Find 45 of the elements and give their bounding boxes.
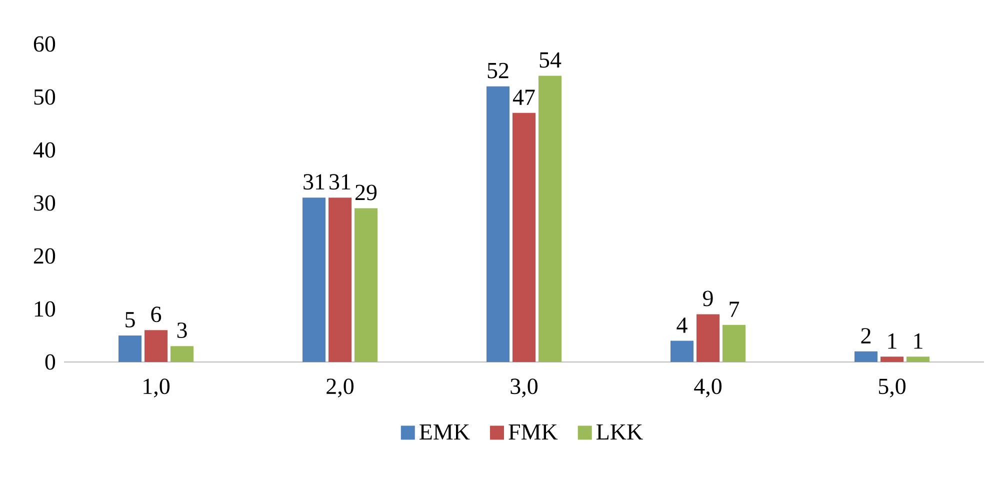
- bar: [670, 340, 694, 362]
- data-label: 31: [330, 174, 350, 190]
- bar: [854, 351, 878, 362]
- bar: [302, 198, 326, 362]
- bar: [118, 335, 142, 362]
- data-label: 47: [512, 90, 535, 105]
- x-tick-label: 4,0: [694, 378, 722, 398]
- legend-label: EMK: [420, 424, 470, 440]
- bar: [170, 346, 194, 362]
- y-tick-label: 0: [45, 354, 56, 370]
- bar: [722, 324, 746, 362]
- data-label: 6: [151, 306, 162, 322]
- data-label: 1: [888, 333, 896, 349]
- y-tick-label: 10: [34, 301, 56, 317]
- data-label: 29: [356, 184, 377, 200]
- data-label: 4: [676, 318, 688, 333]
- x-tick-label: 2,0: [326, 378, 354, 398]
- y-tick-label: 50: [34, 89, 56, 105]
- x-tick-label: 1,0: [144, 378, 170, 398]
- legend-label: LKK: [596, 424, 643, 440]
- x-tick-label: 3,0: [510, 378, 538, 398]
- data-label: 9: [703, 290, 713, 306]
- bar: [354, 208, 378, 362]
- y-tick-label: 60: [34, 36, 56, 52]
- bar: [880, 356, 904, 362]
- bar: [906, 356, 930, 362]
- data-label: 2: [861, 328, 870, 344]
- bar: [512, 112, 536, 362]
- data-label: 1: [914, 333, 922, 349]
- bar: [538, 76, 562, 362]
- data-label: 7: [730, 302, 740, 317]
- y-tick-label: 40: [33, 142, 56, 158]
- bar: [144, 330, 168, 362]
- data-label: 54: [540, 52, 562, 68]
- data-label: 52: [488, 62, 508, 78]
- legend-label: FMK: [508, 424, 558, 440]
- x-tick-label: 5,0: [878, 378, 906, 398]
- data-label: 3: [177, 322, 187, 338]
- bar: [696, 314, 720, 362]
- bar: [486, 86, 510, 362]
- data-label: 31: [304, 174, 324, 190]
- y-tick-label: 30: [34, 195, 56, 211]
- bar: [328, 198, 352, 362]
- y-tick-label: 20: [34, 248, 56, 264]
- data-label: 5: [126, 312, 135, 328]
